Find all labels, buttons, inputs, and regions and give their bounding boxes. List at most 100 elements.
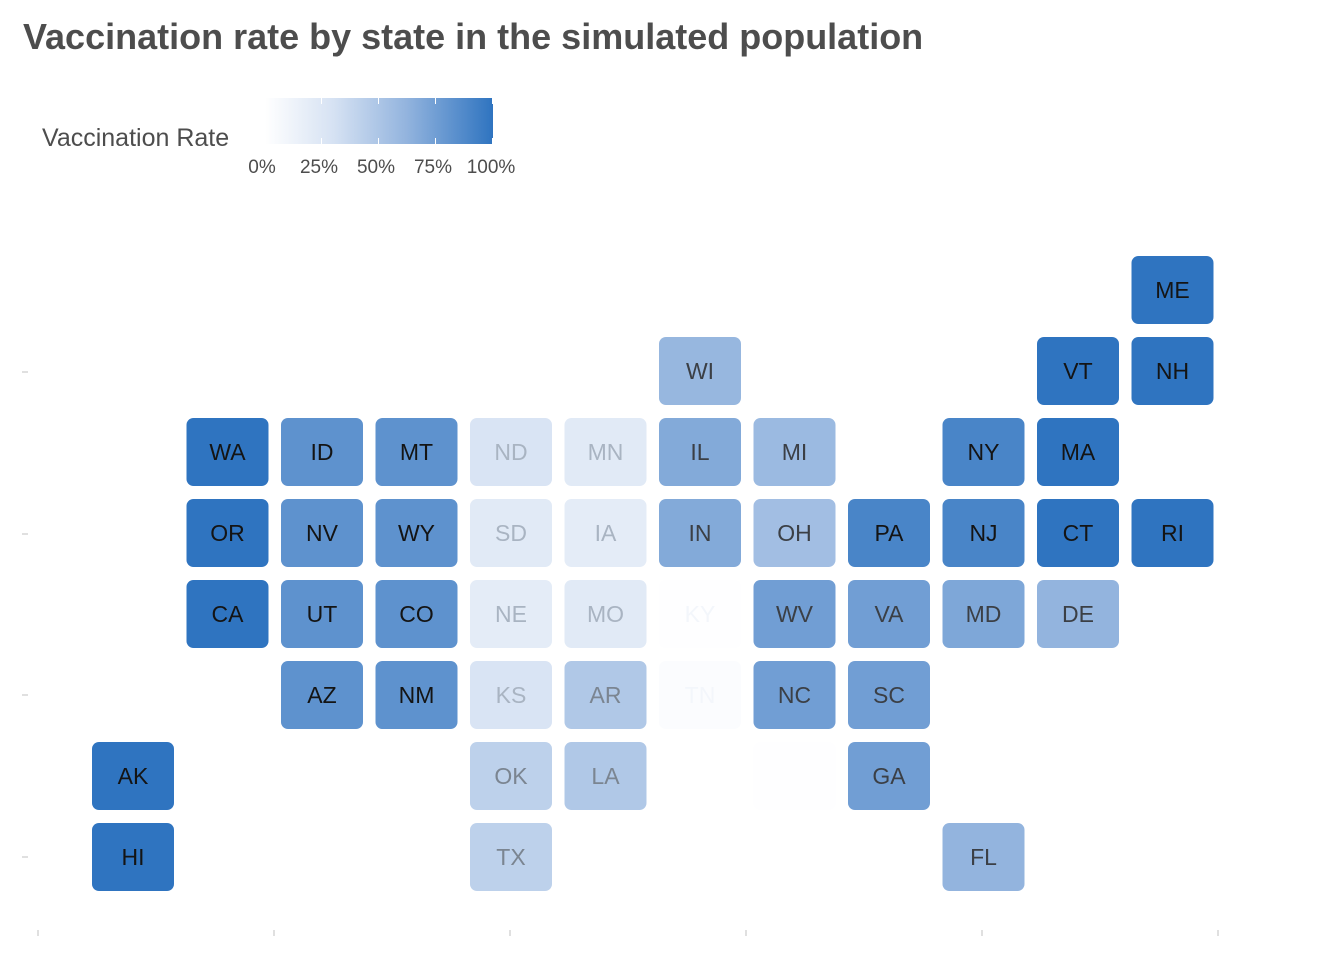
axis-ticks [22, 371, 1219, 936]
state-tile-unlabeled [753, 742, 836, 810]
legend-label-50: 50% [356, 157, 396, 178]
state-label-ut: UT [307, 601, 338, 627]
state-label-wa: WA [209, 439, 246, 465]
state-tile-nm [375, 661, 458, 729]
state-label-ri: RI [1161, 520, 1184, 546]
state-tile-nv [281, 499, 363, 567]
state-tile-ca [186, 580, 269, 648]
state-tile-vt [1037, 337, 1119, 405]
state-label-co: CO [399, 601, 434, 627]
state-label-va: VA [875, 601, 905, 627]
state-tile-pa [848, 499, 930, 567]
state-tile-az [281, 661, 363, 729]
state-label-de: DE [1062, 601, 1094, 627]
state-tile-ks [470, 661, 552, 729]
legend-label-75: 75% [413, 157, 453, 178]
state-label-wv: WV [776, 601, 814, 627]
state-tile-de [1037, 580, 1119, 648]
state-tile-tx [470, 823, 552, 891]
state-label-tn: TN [685, 682, 716, 708]
state-tile-or [186, 499, 269, 567]
state-tile-tn [659, 661, 741, 729]
state-label-mt: MT [400, 439, 433, 465]
state-label-me: ME [1155, 277, 1190, 303]
state-label-nc: NC [778, 682, 811, 708]
legend-tick-mark [378, 138, 379, 144]
state-tile-co [375, 580, 458, 648]
legend-label-0: 0% [248, 157, 276, 178]
state-tile-wy [375, 499, 458, 567]
state-label-ga: GA [872, 763, 906, 789]
state-tile-ut [281, 580, 363, 648]
state-label-wy: WY [398, 520, 435, 546]
state-label-ny: NY [968, 439, 1000, 465]
state-tile-oh [753, 499, 836, 567]
state-tile-hi [92, 823, 174, 891]
legend-title: Vaccination Rate [42, 124, 230, 152]
state-label-or: OR [210, 520, 245, 546]
state-label-in: IN [689, 520, 712, 546]
state-tile-nj [942, 499, 1025, 567]
state-label-nv: NV [306, 520, 339, 546]
state-tile-ma [1037, 418, 1119, 486]
state-tile-nd [470, 418, 552, 486]
legend-tick-mark [265, 138, 266, 144]
state-label-ar: AR [590, 682, 622, 708]
state-tile-wa [186, 418, 269, 486]
state-label-nm: NM [399, 682, 435, 708]
state-tile-fl [942, 823, 1025, 891]
state-tile-ga [848, 742, 930, 810]
state-label-oh: OH [777, 520, 812, 546]
legend-label-25: 25% [299, 157, 339, 178]
state-label-ca: CA [212, 601, 245, 627]
state-tile-il [659, 418, 741, 486]
state-label-id: ID [311, 439, 334, 465]
state-label-ok: OK [494, 763, 528, 789]
state-label-ne: NE [495, 601, 527, 627]
state-tiles: ME WI VT NH WA ID MT ND MN IL MI NY MA OR NV WY SD IA IN OH… [92, 256, 1214, 891]
state-tile-in [659, 499, 741, 567]
legend-colorbar [265, 98, 493, 144]
state-tile-sd [470, 499, 552, 567]
state-tile-me [1131, 256, 1214, 324]
state-label-vt: VT [1063, 358, 1092, 384]
state-tile-md [942, 580, 1025, 648]
state-tile-ct [1037, 499, 1119, 567]
state-label-ky: KY [685, 601, 716, 627]
state-tile-ny [942, 418, 1025, 486]
state-tile-la [564, 742, 647, 810]
legend-tick-mark [321, 138, 322, 144]
state-label-md: MD [966, 601, 1002, 627]
legend-tick-mark [492, 98, 493, 104]
legend-tick-mark [378, 98, 379, 104]
state-tile-ne [470, 580, 552, 648]
state-label-nd: ND [494, 439, 527, 465]
state-label-mo: MO [587, 601, 624, 627]
state-tile-id [281, 418, 363, 486]
state-tile-ak [92, 742, 174, 810]
state-label-ia: IA [595, 520, 617, 546]
state-label-az: AZ [307, 682, 336, 708]
state-label-fl: FL [970, 844, 997, 870]
state-label-mn: MN [588, 439, 624, 465]
chart-title: Vaccination rate by state in the simulat… [23, 16, 924, 57]
state-label-wi: WI [686, 358, 714, 384]
state-tile-mt [375, 418, 458, 486]
legend-tick-mark [265, 98, 266, 104]
state-tile-ia [564, 499, 647, 567]
state-label-nh: NH [1156, 358, 1189, 384]
state-tile-ri [1131, 499, 1214, 567]
state-tile-va [848, 580, 930, 648]
state-tile-wv [753, 580, 836, 648]
state-label-ct: CT [1063, 520, 1094, 546]
state-tile-nc [753, 661, 836, 729]
state-tile-ar [564, 661, 647, 729]
state-label-tx: TX [496, 844, 525, 870]
legend-tick-mark [321, 98, 322, 104]
state-label-la: LA [591, 763, 620, 789]
state-label-mi: MI [782, 439, 808, 465]
state-label-ak: AK [118, 763, 149, 789]
state-label-sd: SD [495, 520, 527, 546]
state-tile-wi [659, 337, 741, 405]
